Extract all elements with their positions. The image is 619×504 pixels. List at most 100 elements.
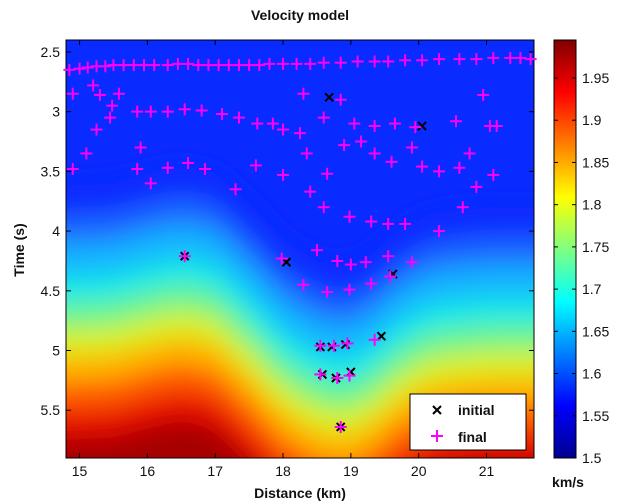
final-marker	[321, 167, 334, 180]
final-marker	[514, 51, 527, 64]
velocity-band-9	[66, 419, 250, 458]
colorbar-unit-label: km/s	[552, 474, 584, 490]
final-marker	[138, 59, 150, 72]
final-marker	[317, 111, 330, 124]
final-marker	[251, 117, 264, 130]
final-marker	[334, 93, 347, 106]
legend-final-label: final	[458, 429, 487, 445]
final-marker	[310, 244, 323, 257]
x-tick-label: 15	[72, 463, 88, 479]
final-marker	[433, 225, 446, 238]
final-marker	[317, 201, 330, 214]
final-marker	[87, 79, 100, 92]
colorbar-tick-label: 1.8	[582, 197, 602, 213]
colorbar-tick-label: 1.85	[582, 154, 609, 170]
final-marker	[382, 217, 395, 230]
final-marker	[81, 61, 94, 74]
final-marker	[80, 147, 93, 160]
final-marker	[216, 108, 228, 121]
final-marker	[90, 123, 103, 136]
x-tick-label: 18	[275, 463, 291, 479]
final-marker	[195, 104, 208, 117]
x-tick-label: 19	[343, 463, 359, 479]
y-tick-label: 5.5	[41, 402, 61, 418]
x-axis-label: Distance (km)	[254, 485, 346, 501]
final-marker	[343, 210, 356, 223]
x-tick-label: 21	[479, 463, 495, 479]
final-marker	[317, 56, 330, 69]
final-marker	[388, 117, 401, 130]
final-marker	[470, 53, 483, 66]
final-marker	[470, 180, 483, 193]
final-marker	[304, 185, 317, 198]
initial-marker	[324, 92, 334, 103]
final-marker	[399, 217, 412, 230]
final-marker	[275, 252, 288, 265]
final-marker	[416, 160, 429, 173]
final-marker	[433, 165, 446, 178]
plot-frame	[65, 39, 535, 459]
final-marker	[99, 60, 112, 73]
final-marker	[66, 162, 79, 175]
final-marker	[382, 55, 395, 68]
final-marker	[104, 111, 117, 124]
final-marker	[334, 420, 347, 433]
final-marker	[359, 256, 372, 269]
final-marker	[131, 105, 144, 118]
final-marker	[331, 371, 344, 384]
final-marker	[243, 59, 256, 72]
legend-initial-marker	[432, 405, 442, 415]
final-marker	[453, 53, 466, 66]
colorbar-tick-label: 1.75	[582, 239, 609, 255]
final-marker	[341, 337, 354, 350]
final-marker	[348, 117, 361, 130]
x-tick-label: 20	[411, 463, 427, 479]
final-marker	[382, 250, 395, 263]
x-tick-label: 16	[140, 463, 156, 479]
final-marker	[487, 51, 500, 64]
final-marker	[161, 59, 174, 72]
final-marker	[263, 57, 276, 70]
final-marker	[199, 162, 212, 175]
y-tick-label: 3	[52, 104, 60, 120]
final-marker	[331, 254, 344, 267]
final-marker	[144, 177, 157, 190]
final-marker	[368, 147, 381, 160]
y-tick-label: 4	[52, 223, 60, 239]
final-marker	[178, 250, 191, 263]
final-marker	[304, 57, 317, 70]
final-marker	[161, 161, 174, 174]
final-marker	[202, 59, 215, 72]
final-marker	[405, 256, 418, 269]
final-marker	[117, 59, 130, 72]
y-tick-label: 2.5	[41, 44, 61, 60]
final-marker	[253, 59, 266, 72]
legend: initial final	[409, 393, 527, 451]
final-marker	[266, 117, 279, 130]
colorbar-tick-label: 1.95	[582, 70, 609, 86]
final-marker	[178, 103, 191, 116]
final-marker	[131, 162, 144, 175]
final-marker	[314, 339, 327, 352]
final-marker	[365, 277, 378, 290]
final-marker	[112, 87, 125, 100]
final-marker	[232, 59, 245, 72]
final-marker	[463, 147, 476, 160]
final-marker	[161, 105, 174, 118]
final-marker	[277, 123, 290, 136]
final-marker	[365, 215, 378, 228]
colorbar-tick-label: 1.6	[582, 366, 602, 382]
final-marker	[277, 168, 290, 181]
final-marker	[300, 147, 313, 160]
colorbar: 1.5 1.55 1.6 1.65 1.7 1.75 1.8 1.85 1.9 1.95 km/s	[552, 39, 609, 490]
final-marker	[368, 55, 381, 68]
final-marker	[294, 127, 306, 140]
colorbar-tick-label: 1.5	[582, 450, 602, 466]
colorbar-tick-label: 1.65	[582, 323, 609, 339]
legend-box	[409, 393, 527, 451]
final-marker	[222, 59, 235, 72]
final-marker	[344, 258, 357, 271]
final-marker	[368, 119, 381, 132]
final-marker	[409, 121, 422, 134]
